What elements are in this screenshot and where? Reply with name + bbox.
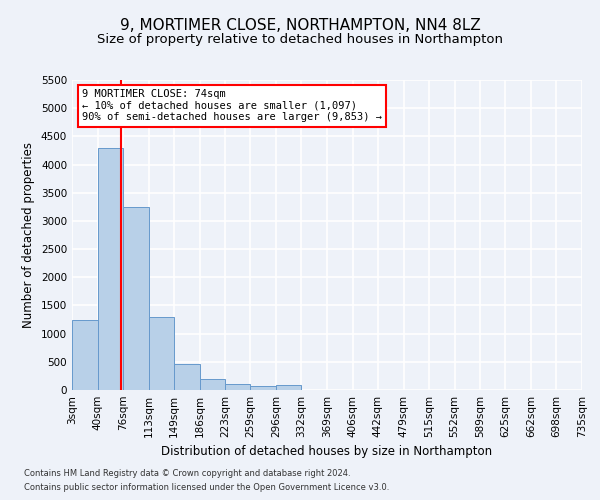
X-axis label: Distribution of detached houses by size in Northampton: Distribution of detached houses by size …: [161, 446, 493, 458]
Bar: [98, 148, 123, 390]
Bar: [123, 207, 149, 390]
Text: 9, MORTIMER CLOSE, NORTHAMPTON, NN4 8LZ: 9, MORTIMER CLOSE, NORTHAMPTON, NN4 8LZ: [119, 18, 481, 32]
Text: Contains public sector information licensed under the Open Government Licence v3: Contains public sector information licen…: [24, 484, 389, 492]
Y-axis label: Number of detached properties: Number of detached properties: [22, 142, 35, 328]
Bar: [149, 316, 174, 390]
Bar: [250, 386, 276, 390]
Bar: [276, 386, 301, 390]
Bar: [225, 384, 250, 390]
Text: 9 MORTIMER CLOSE: 74sqm
← 10% of detached houses are smaller (1,097)
90% of semi: 9 MORTIMER CLOSE: 74sqm ← 10% of detache…: [82, 90, 382, 122]
Text: Contains HM Land Registry data © Crown copyright and database right 2024.: Contains HM Land Registry data © Crown c…: [24, 468, 350, 477]
Text: Size of property relative to detached houses in Northampton: Size of property relative to detached ho…: [97, 32, 503, 46]
Bar: [72, 320, 98, 390]
Bar: [199, 378, 225, 390]
Bar: [174, 364, 199, 390]
